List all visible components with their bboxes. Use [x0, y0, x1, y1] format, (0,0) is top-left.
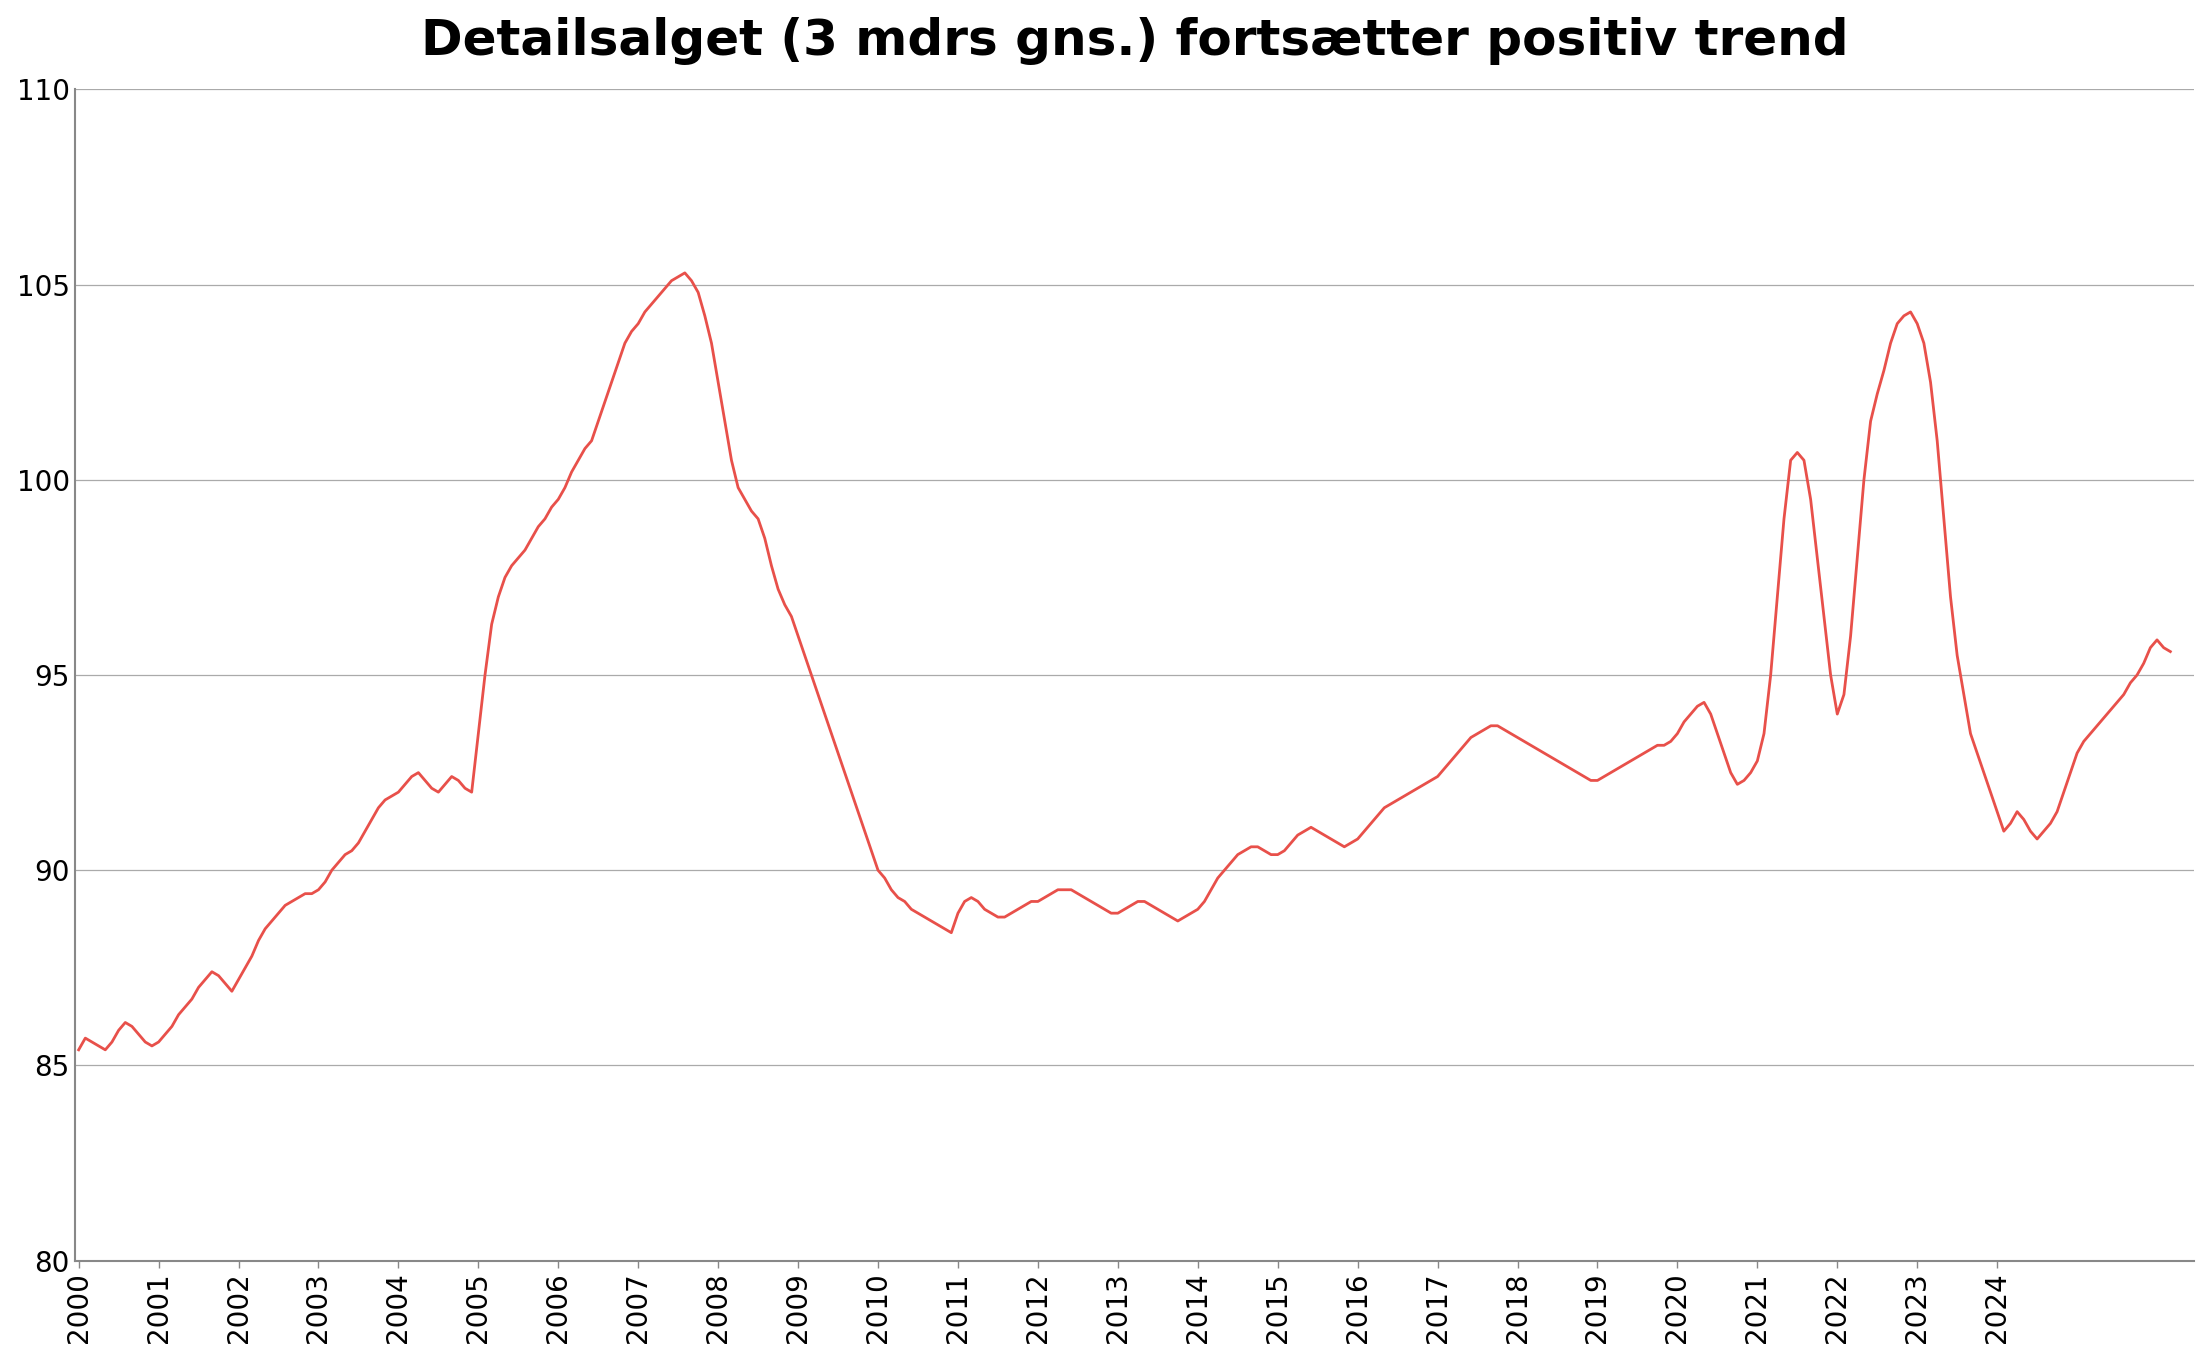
Title: Detailsalget (3 mdrs gns.) fortsætter positiv trend: Detailsalget (3 mdrs gns.) fortsætter po…	[420, 16, 1848, 65]
